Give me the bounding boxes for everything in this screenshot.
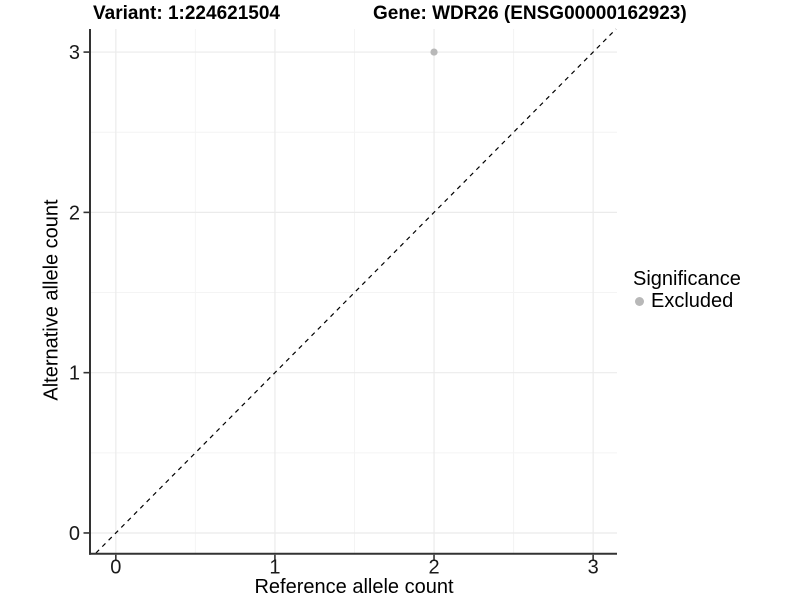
x-axis-title: Reference allele count (254, 576, 454, 598)
variant-title: Variant: 1:224621504 (93, 3, 280, 24)
data-point (430, 48, 438, 56)
y-tick-label: 1 (69, 363, 80, 385)
legend-point-icon (635, 296, 644, 306)
legend: Significance Excluded (633, 268, 741, 312)
y-tick-label: 2 (69, 202, 80, 224)
y-tick-label: 0 (69, 523, 80, 545)
x-tick-label: 1 (269, 557, 280, 579)
legend-entry-label: Excluded (651, 290, 734, 312)
legend-title: Significance (633, 268, 741, 290)
identity-dashed-line (95, 28, 617, 554)
y-axis-title: Alternative allele count (40, 199, 63, 401)
x-tick-label: 0 (110, 557, 121, 579)
gene-title: Gene: WDR26 (ENSG00000162923) (373, 3, 687, 24)
y-tick-label: 3 (69, 42, 80, 64)
x-tick-label: 3 (588, 557, 599, 579)
legend-entry-excluded: Excluded (633, 290, 741, 312)
x-tick-label: 2 (428, 557, 439, 579)
